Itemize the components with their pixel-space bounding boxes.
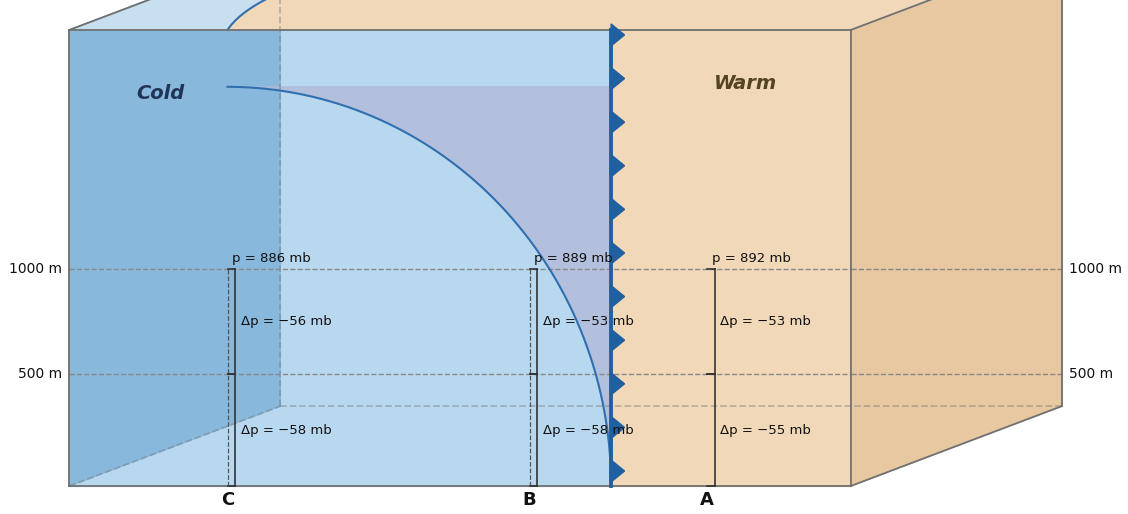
Text: Δp = −53 mb: Δp = −53 mb (543, 315, 634, 328)
Text: A: A (700, 491, 714, 509)
Polygon shape (611, 30, 851, 486)
Text: Δp = −55 mb: Δp = −55 mb (721, 424, 811, 436)
Polygon shape (611, 286, 625, 307)
Polygon shape (228, 30, 611, 486)
Text: B: B (522, 491, 537, 509)
Polygon shape (611, 373, 625, 395)
Polygon shape (69, 0, 1061, 30)
Text: p = 889 mb: p = 889 mb (535, 252, 614, 265)
Text: Δp = −56 mb: Δp = −56 mb (241, 315, 332, 328)
Polygon shape (611, 111, 625, 133)
Polygon shape (851, 0, 1061, 486)
Text: 1000 m: 1000 m (9, 263, 62, 277)
Polygon shape (611, 329, 625, 351)
Text: Δp = −58 mb: Δp = −58 mb (543, 424, 634, 436)
Text: 1000 m: 1000 m (1069, 263, 1122, 277)
Polygon shape (69, 0, 439, 30)
Polygon shape (611, 460, 625, 482)
Polygon shape (611, 67, 625, 89)
Polygon shape (611, 242, 625, 264)
Polygon shape (611, 416, 625, 438)
Text: C: C (221, 491, 235, 509)
Polygon shape (228, 0, 1061, 30)
Text: p = 886 mb: p = 886 mb (232, 252, 311, 265)
Polygon shape (69, 30, 611, 486)
Text: Δp = −53 mb: Δp = −53 mb (721, 315, 811, 328)
Text: Warm: Warm (714, 75, 777, 94)
Text: p = 892 mb: p = 892 mb (712, 252, 791, 265)
Text: Δp = −58 mb: Δp = −58 mb (241, 424, 332, 436)
Polygon shape (611, 24, 625, 46)
Polygon shape (611, 155, 625, 177)
Text: Cold: Cold (136, 84, 185, 103)
Text: 500 m: 500 m (18, 367, 62, 381)
Polygon shape (611, 198, 625, 221)
Text: 500 m: 500 m (1069, 367, 1113, 381)
Polygon shape (69, 0, 280, 486)
